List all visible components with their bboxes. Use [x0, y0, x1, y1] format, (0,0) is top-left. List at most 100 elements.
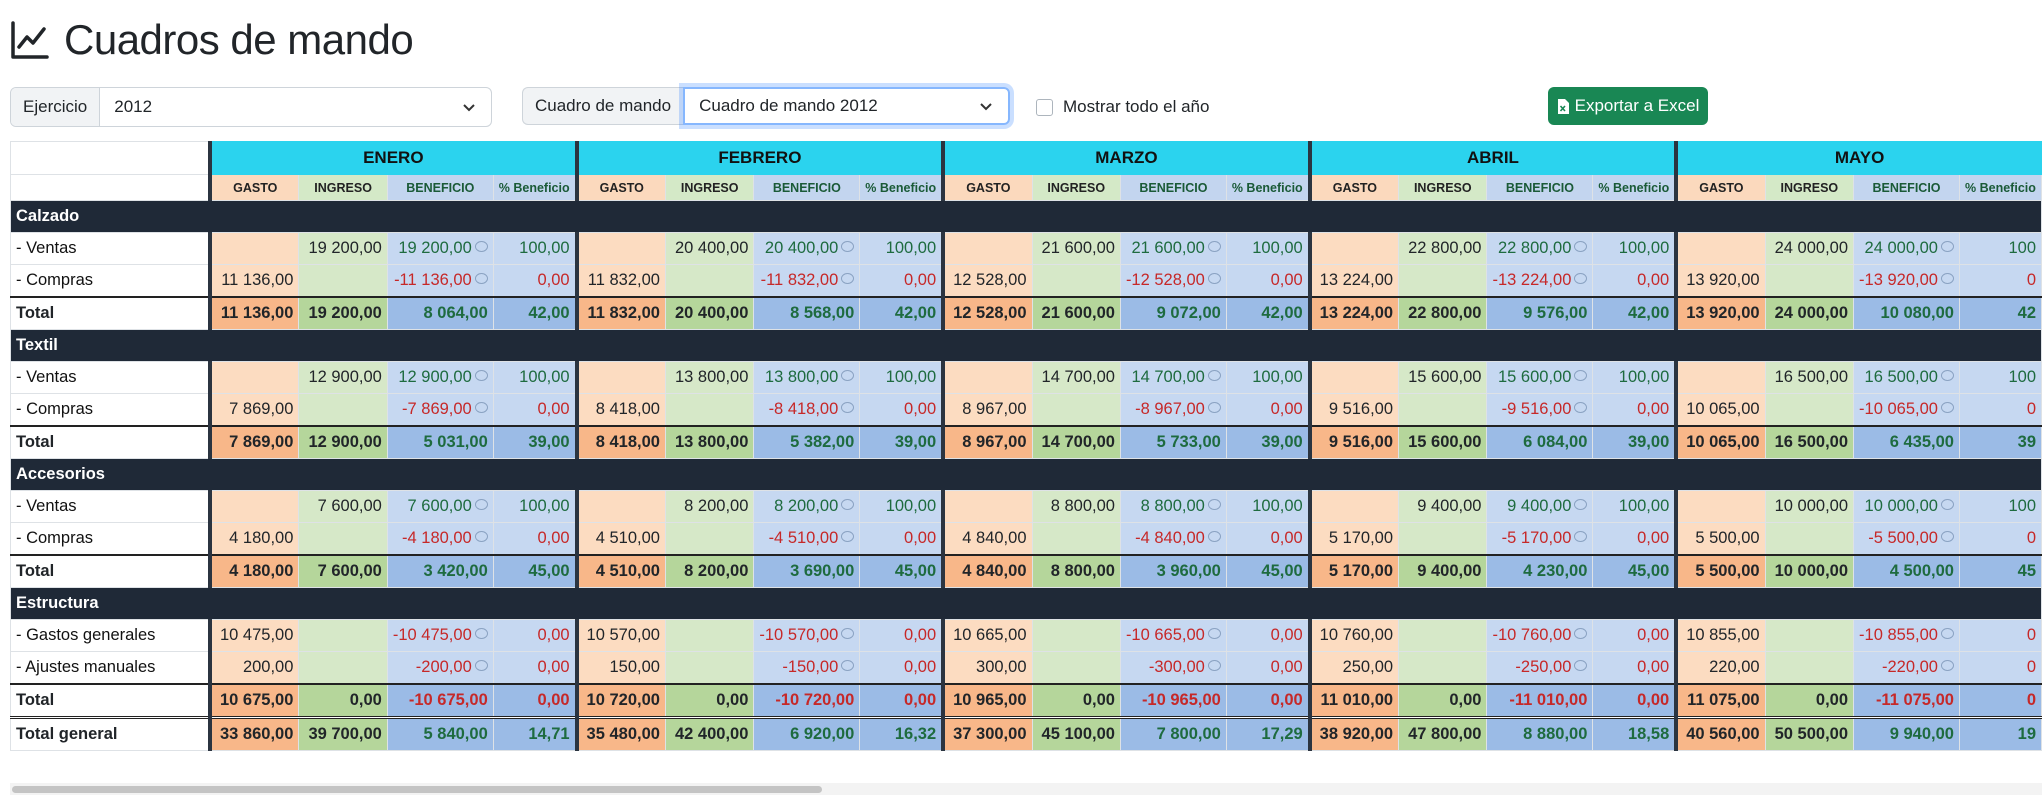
value-cell[interactable]: 24 000,00: [1764, 296, 1855, 330]
value-cell[interactable]: [664, 651, 755, 685]
value-cell[interactable]: -250,00: [1486, 651, 1594, 685]
value-cell[interactable]: -10 475,00: [386, 619, 494, 652]
value-cell[interactable]: -10 720,00: [753, 683, 861, 718]
comment-icon[interactable]: [1574, 241, 1588, 252]
value-cell[interactable]: 10 965,00: [941, 683, 1033, 718]
value-cell[interactable]: 100,00: [859, 232, 944, 265]
ejercicio-select[interactable]: 2012: [100, 88, 491, 126]
value-cell[interactable]: [1398, 264, 1488, 298]
value-cell[interactable]: [941, 232, 1033, 265]
value-cell[interactable]: -12 528,00: [1119, 264, 1227, 298]
comment-icon[interactable]: [1574, 660, 1588, 671]
comment-icon[interactable]: [1940, 628, 1954, 639]
value-cell[interactable]: [664, 619, 755, 652]
value-cell[interactable]: [574, 490, 666, 523]
value-cell[interactable]: 0,00: [859, 683, 944, 718]
value-cell[interactable]: 14 700,00: [1031, 361, 1121, 394]
value-cell[interactable]: 11 832,00: [574, 264, 666, 298]
value-cell[interactable]: 100,00: [1225, 361, 1311, 394]
value-cell[interactable]: [1764, 651, 1855, 685]
value-cell[interactable]: 100,00: [1592, 490, 1677, 523]
value-cell[interactable]: -9 516,00: [1486, 393, 1594, 427]
value-cell[interactable]: [1764, 619, 1855, 652]
value-cell[interactable]: [1031, 264, 1121, 298]
value-cell[interactable]: -11 832,00: [753, 264, 861, 298]
value-cell[interactable]: 42,00: [859, 296, 944, 330]
value-cell[interactable]: 100: [1958, 361, 2042, 394]
value-cell[interactable]: 37 300,00: [941, 716, 1033, 751]
value-cell[interactable]: 10 080,00: [1853, 296, 1960, 330]
comment-icon[interactable]: [474, 241, 488, 252]
value-cell[interactable]: 0,00: [1592, 651, 1677, 685]
value-cell[interactable]: 9 576,00: [1486, 296, 1594, 330]
value-cell[interactable]: -11 075,00: [1853, 683, 1960, 718]
value-cell[interactable]: 24 000,00: [1764, 232, 1855, 265]
value-cell[interactable]: -8 418,00: [753, 393, 861, 427]
comment-icon[interactable]: [841, 273, 855, 284]
value-cell[interactable]: -5 170,00: [1486, 522, 1594, 556]
value-cell[interactable]: 5 170,00: [1307, 522, 1400, 556]
value-cell[interactable]: [1307, 232, 1400, 265]
value-cell[interactable]: 15 600,00: [1398, 361, 1488, 394]
value-cell[interactable]: [941, 361, 1033, 394]
comment-icon[interactable]: [1940, 531, 1954, 542]
value-cell[interactable]: 9 516,00: [1307, 425, 1400, 459]
comment-icon[interactable]: [841, 628, 855, 639]
value-cell[interactable]: -11 010,00: [1486, 683, 1594, 718]
value-cell[interactable]: 10 475,00: [208, 619, 300, 652]
value-cell[interactable]: 8 800,00: [1031, 554, 1121, 588]
value-cell[interactable]: 18,58: [1592, 716, 1677, 751]
value-cell[interactable]: 39,00: [859, 425, 944, 459]
value-cell[interactable]: 42 400,00: [664, 716, 755, 751]
comment-icon[interactable]: [1940, 402, 1954, 413]
value-cell[interactable]: 7 800,00: [1119, 716, 1227, 751]
value-cell[interactable]: 100,00: [1592, 232, 1677, 265]
value-cell[interactable]: 10 570,00: [574, 619, 666, 652]
value-cell[interactable]: 16 500,00: [1764, 425, 1855, 459]
value-cell[interactable]: 50 500,00: [1764, 716, 1855, 751]
value-cell[interactable]: 100,00: [859, 361, 944, 394]
value-cell[interactable]: 0,00: [859, 264, 944, 298]
value-cell[interactable]: 42,00: [1592, 296, 1677, 330]
value-cell[interactable]: 100,00: [859, 490, 944, 523]
value-cell[interactable]: 8 418,00: [574, 393, 666, 427]
value-cell[interactable]: 300,00: [941, 651, 1033, 685]
value-cell[interactable]: 22 800,00: [1398, 232, 1488, 265]
comment-icon[interactable]: [1574, 531, 1588, 542]
value-cell[interactable]: 6 920,00: [753, 716, 861, 751]
value-cell[interactable]: 45 100,00: [1031, 716, 1121, 751]
value-cell[interactable]: 8 800,00: [1031, 490, 1121, 523]
value-cell[interactable]: 0,00: [492, 522, 578, 556]
value-cell[interactable]: 100,00: [1592, 361, 1677, 394]
value-cell[interactable]: 4 180,00: [208, 554, 300, 588]
value-cell[interactable]: 9 400,00: [1398, 490, 1488, 523]
value-cell[interactable]: 10 720,00: [574, 683, 666, 718]
value-cell[interactable]: 0,00: [1592, 393, 1677, 427]
value-cell[interactable]: 39,00: [492, 425, 578, 459]
comment-icon[interactable]: [1207, 402, 1221, 413]
value-cell[interactable]: 8 064,00: [386, 296, 494, 330]
value-cell[interactable]: -220,00: [1853, 651, 1960, 685]
value-cell[interactable]: 6 435,00: [1853, 425, 1960, 459]
value-cell[interactable]: -10 965,00: [1119, 683, 1227, 718]
value-cell[interactable]: 14,71: [492, 716, 578, 751]
value-cell[interactable]: 19 200,00: [298, 232, 388, 265]
value-cell[interactable]: 4 840,00: [941, 522, 1033, 556]
comment-icon[interactable]: [1940, 660, 1954, 671]
value-cell[interactable]: [1764, 264, 1855, 298]
value-cell[interactable]: 0,00: [1764, 683, 1855, 718]
comment-icon[interactable]: [474, 273, 488, 284]
value-cell[interactable]: [574, 232, 666, 265]
comment-icon[interactable]: [1207, 499, 1221, 510]
value-cell[interactable]: [1031, 393, 1121, 427]
value-cell[interactable]: 42: [1958, 296, 2042, 330]
value-cell[interactable]: 11 136,00: [208, 296, 300, 330]
value-cell[interactable]: 12 528,00: [941, 264, 1033, 298]
value-cell[interactable]: [1398, 522, 1488, 556]
value-cell[interactable]: 7 600,00: [298, 490, 388, 523]
value-cell[interactable]: -4 180,00: [386, 522, 494, 556]
value-cell[interactable]: -4 840,00: [1119, 522, 1227, 556]
value-cell[interactable]: 39,00: [1592, 425, 1677, 459]
value-cell[interactable]: 0,00: [492, 683, 578, 718]
value-cell[interactable]: 0,00: [1398, 683, 1488, 718]
